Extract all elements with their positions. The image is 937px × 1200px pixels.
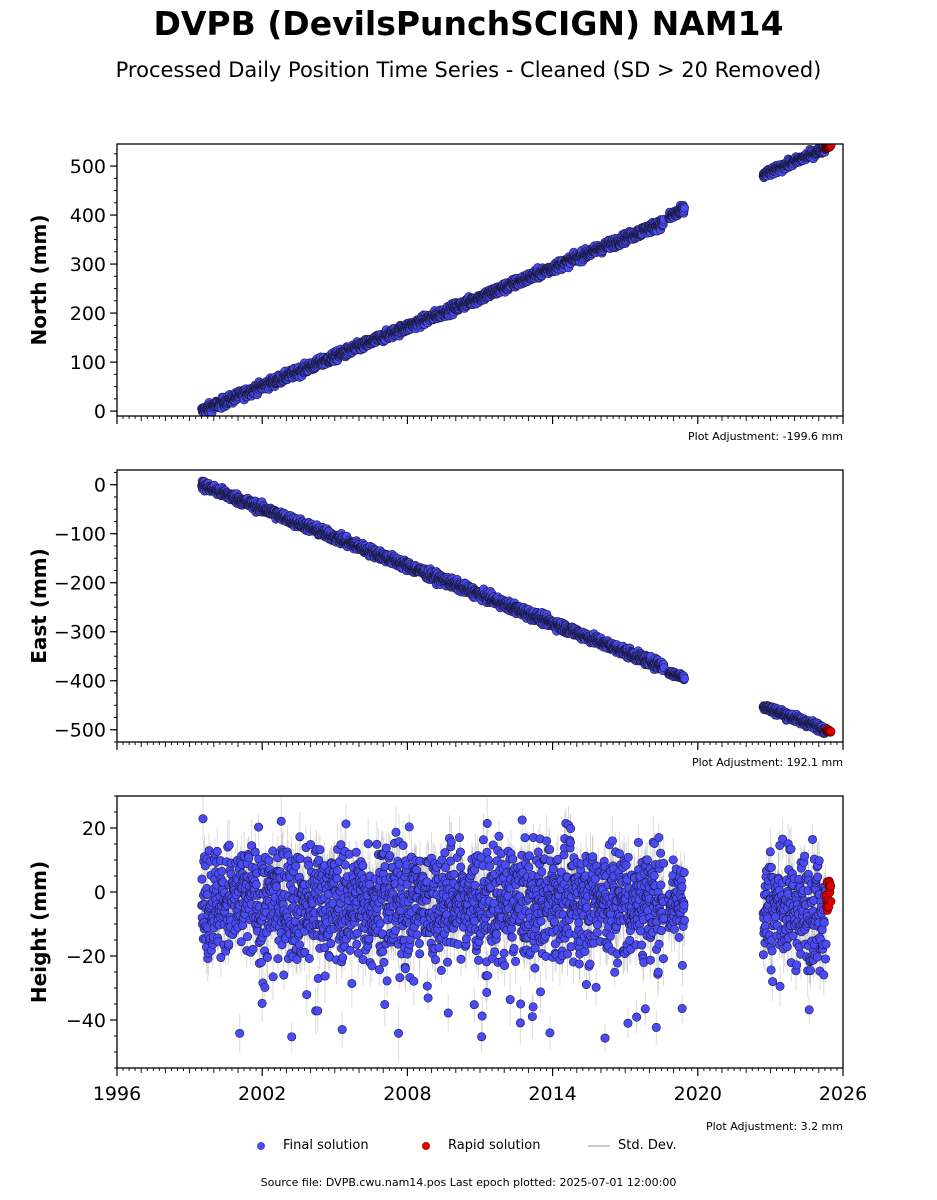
final-solution-point bbox=[679, 674, 689, 684]
y-tick-label: −100 bbox=[54, 524, 106, 546]
chart-title: DVPB (DevilsPunchSCIGN) NAM14 bbox=[153, 4, 784, 43]
y-tick-label: 0 bbox=[94, 401, 106, 423]
rapid-solution-point bbox=[826, 144, 836, 150]
chart-subtitle: Processed Daily Position Time Series - C… bbox=[115, 58, 822, 82]
plot-area bbox=[197, 144, 836, 416]
final-solution-point bbox=[679, 203, 689, 213]
axes-frame bbox=[116, 469, 844, 743]
y-tick-label: −500 bbox=[54, 720, 106, 742]
y-tick-label: −400 bbox=[54, 671, 106, 693]
y-axis-label: North (mm) bbox=[27, 214, 51, 345]
y-tick-label: 100 bbox=[70, 352, 106, 374]
plot-area bbox=[197, 476, 836, 738]
axes-frame bbox=[116, 143, 844, 417]
y-tick-label: −300 bbox=[54, 622, 106, 644]
y-tick-label: 0 bbox=[94, 475, 106, 497]
rapid-solution-point bbox=[826, 726, 836, 736]
plot-area bbox=[197, 796, 836, 1060]
y-axis-label: East (mm) bbox=[27, 548, 51, 664]
plot-adjustment-note: Plot Adjustment: 192.1 mm bbox=[692, 756, 843, 769]
y-tick-label: −200 bbox=[54, 573, 106, 595]
y-tick-label: 500 bbox=[70, 156, 106, 178]
y-tick-label: 400 bbox=[70, 205, 106, 227]
panel-2: −500 −400 −300 −200 −100 0 East (mm) Plot Adjus… bbox=[27, 469, 844, 769]
plot-adjustment-note: Plot Adjustment: -199.6 mm bbox=[688, 430, 843, 443]
y-tick-label: 200 bbox=[70, 303, 106, 325]
panel-1: 0 100 200 300 400 500 North (mm) Plot Adjustmen… bbox=[27, 143, 844, 443]
y-tick-label: 300 bbox=[70, 254, 106, 276]
